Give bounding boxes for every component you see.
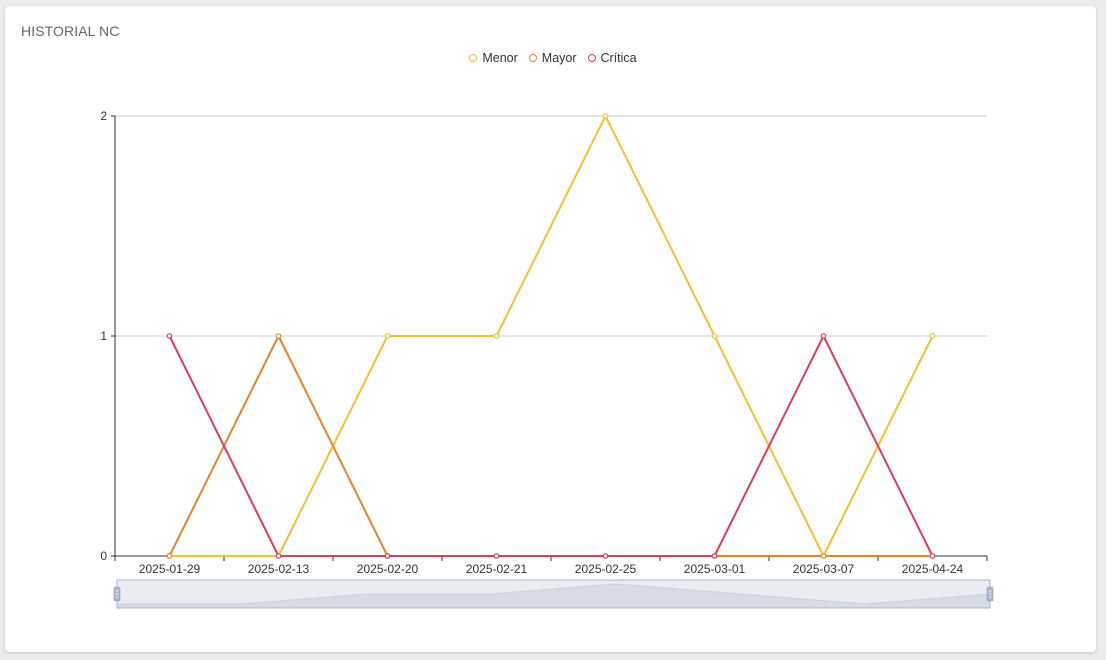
data-point xyxy=(711,333,718,339)
x-tick-label: 2025-04-24 xyxy=(902,562,964,576)
legend-label-menor: Menor xyxy=(482,51,518,65)
data-point xyxy=(493,333,500,339)
x-tick-label: 2025-03-07 xyxy=(793,562,855,576)
x-tick-label: 2025-02-21 xyxy=(466,562,528,576)
y-tick-label: 2 xyxy=(100,109,107,123)
legend-label-critica: Crítica xyxy=(600,51,637,65)
x-tick-label: 2025-02-20 xyxy=(357,562,419,576)
legend-label-mayor: Mayor xyxy=(541,51,577,65)
data-point xyxy=(384,553,391,559)
data-point xyxy=(166,553,173,559)
x-tick-label: 2025-02-25 xyxy=(575,562,637,576)
data-point xyxy=(929,333,936,339)
data-point xyxy=(929,553,936,559)
zoom-selected-window[interactable] xyxy=(116,579,991,609)
y-tick-label: 0 xyxy=(100,549,107,563)
x-tick-label: 2025-03-01 xyxy=(684,562,746,576)
data-point xyxy=(275,553,282,559)
series-line-1 xyxy=(168,335,933,557)
data-point xyxy=(602,113,609,119)
chart-card: HISTORIAL NC xyxy=(5,6,1096,652)
data-point xyxy=(384,333,391,339)
legend-item-mayor[interactable]: Mayor xyxy=(528,51,577,65)
legend-marker-menor xyxy=(469,54,478,62)
legend-item-critica[interactable]: Crítica xyxy=(587,51,637,65)
x-tick-label: 2025-01-29 xyxy=(139,562,201,576)
series-line-0 xyxy=(169,115,934,557)
legend-item-menor[interactable]: Menor xyxy=(469,51,518,65)
data-point xyxy=(493,553,500,559)
legend-marker-mayor xyxy=(528,54,537,62)
data-point xyxy=(275,333,282,339)
chart-legend: Menor Mayor Crítica xyxy=(0,51,1106,65)
data-point xyxy=(711,553,718,559)
data-point xyxy=(602,553,609,559)
y-tick-label: 1 xyxy=(100,329,107,343)
data-point xyxy=(820,553,827,559)
card-title: HISTORIAL NC xyxy=(21,23,120,39)
legend-marker-critica xyxy=(587,54,596,62)
data-point xyxy=(166,333,173,339)
series-line-2 xyxy=(168,335,934,557)
data-point xyxy=(820,333,827,339)
x-tick-label: 2025-02-13 xyxy=(248,562,310,576)
